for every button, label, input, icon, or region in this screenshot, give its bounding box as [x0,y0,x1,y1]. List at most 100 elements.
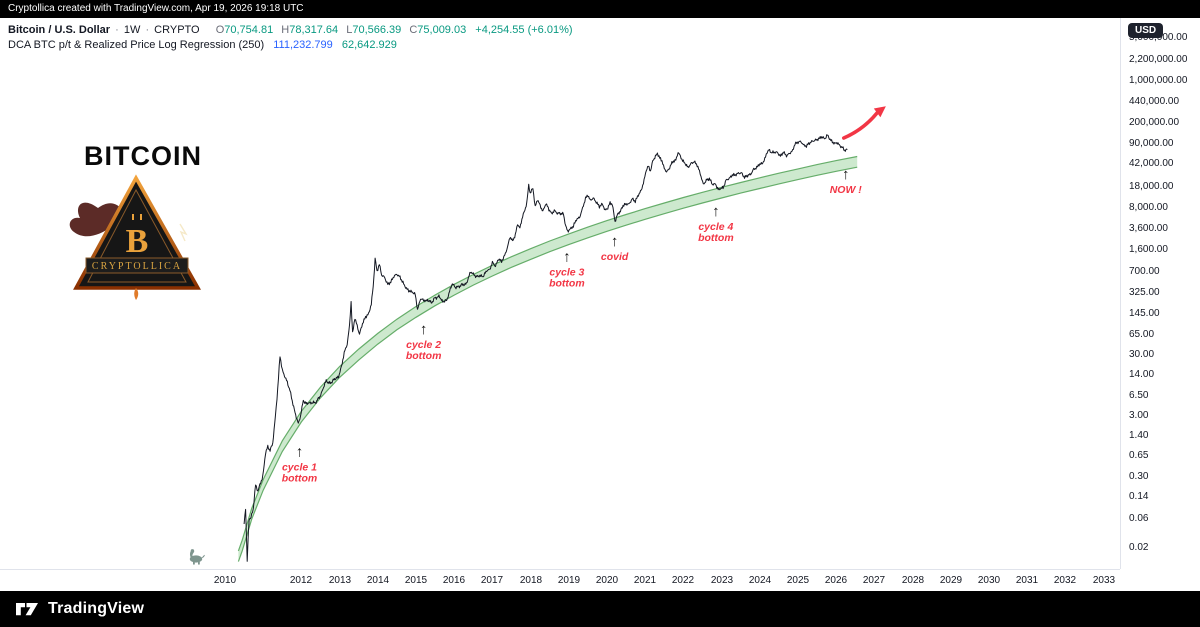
tradingview-wordmark[interactable]: TradingView [48,600,145,617]
ohlc-low-value: 70,566.39 [352,24,402,36]
regression-band[interactable] [237,155,858,562]
price-axis-label: 0.06 [1129,513,1149,524]
year-label: 2021 [633,575,657,586]
indicator-row: DCA BTC p/t & Realized Price Log Regress… [8,38,573,53]
ohlc-low-label: L [346,24,353,36]
time-axis[interactable]: 2010 2012 2013 2014 2015 2016 2017 2018 2019 2020… [0,569,1120,591]
separator-dot: · [115,24,119,36]
exchange: CRYPTO [154,24,200,36]
up-arrow-icon: ↑ [563,248,571,265]
chart-header: Bitcoin / U.S. Dollar · 1W · CRYPTO O70,… [8,23,573,53]
year-label: 2013 [328,575,352,586]
year-label: 2023 [710,575,734,586]
ohlc-open-label: O [215,24,225,36]
price-axis-label: 42,000.00 [1129,158,1174,169]
year-label: 2028 [901,575,925,586]
price-axis-label: 200,000.00 [1129,117,1180,128]
ohlc-high-value: 78,317.64 [289,24,339,36]
symbol-row: Bitcoin / U.S. Dollar · 1W · CRYPTO O70,… [8,23,573,38]
triangle-inner-line [87,188,187,283]
price-axis-label: 0.14 [1129,491,1149,502]
price-axis-label: 145.00 [1129,308,1160,319]
year-label: 2020 [595,575,619,586]
svg-text:NOW !: NOW ! [830,184,863,196]
dinosaur-sticker[interactable] [189,549,205,565]
svg-text:bottom: bottom [406,350,442,362]
price-axis-label: 65.00 [1129,329,1155,340]
price-axis[interactable]: 5,000,000.002,200,000.001,000,000.00440,… [1120,18,1200,569]
price-axis-label: 440,000.00 [1129,96,1180,107]
year-label: 2018 [519,575,543,586]
usd-currency-button[interactable]: USD [1128,23,1164,38]
year-label: 2030 [977,575,1001,586]
cryptollica-logo: B CRYPTOLLICA [69,174,201,300]
status-bar: Cryptollica created with TradingView.com… [0,0,1200,18]
price-axis-label: 1,000,000.00 [1129,75,1188,86]
svg-text:cycle 1: cycle 1 [282,461,317,473]
annotation-now[interactable]: ↑NOW ! [830,166,863,196]
svg-text:cycle 3: cycle 3 [549,266,584,278]
footer-bar: TradingView [0,591,1200,627]
logo-flame [134,288,139,300]
price-axis-label: 2,200,000.00 [1129,54,1188,65]
year-label: 2010 [213,575,237,586]
svg-text:cycle 2: cycle 2 [406,339,441,351]
timeframe[interactable]: 1W [123,24,141,36]
year-label: 2012 [289,575,313,586]
year-label: 2022 [671,575,695,586]
price-axis-label: 8,000.00 [1129,202,1168,213]
bitcoin-watermark: BITCOIN [84,141,202,171]
ohlc-close-value: 75,009.03 [417,24,467,36]
symbol-name[interactable]: Bitcoin / U.S. Dollar [8,24,111,36]
tradingview-logo-icon[interactable] [14,597,40,621]
separator-dot: · [145,24,150,36]
logo-bitcoin-letter: B [126,223,149,260]
price-axis-label: 14.00 [1129,369,1155,380]
year-label: 2026 [824,575,848,586]
year-label: 2019 [557,575,581,586]
year-label: 2015 [404,575,428,586]
indicator-value-blue: 111,232.799 [273,39,333,51]
logo-wordmark: CRYPTOLLICA [92,261,182,272]
up-arrow-icon: ↑ [420,321,428,338]
price-line[interactable] [243,134,848,562]
svg-text:bottom: bottom [282,472,318,484]
year-label: 2025 [786,575,810,586]
year-label: 2029 [939,575,963,586]
indicator-value-green: 62,642.929 [341,39,397,51]
up-arrow-icon: ↑ [611,233,619,250]
year-label: 2032 [1053,575,1077,586]
price-axis-label: 0.30 [1129,471,1149,482]
price-axis-label: 18,000.00 [1129,181,1174,192]
price-axis-label: 3,600.00 [1129,223,1168,234]
up-arrow-icon: ↑ [712,203,720,220]
ohlc-values: O70,754.81 H78,317.64 L70,566.39 C75,009… [211,24,470,36]
svg-text:bottom: bottom [549,277,585,289]
year-label: 2024 [748,575,772,586]
price-axis-label: 3.00 [1129,410,1149,421]
price-change: +4,254.55 (+6.01%) [475,24,573,36]
year-label: 2017 [480,575,504,586]
ohlc-open-value: 70,754.81 [224,24,274,36]
ohlc-close-label: C [409,24,418,36]
year-label: 2014 [366,575,390,586]
price-axis-label: 30.00 [1129,349,1155,360]
year-label: 2016 [442,575,466,586]
price-axis-label: 0.02 [1129,542,1149,553]
price-axis-label: 1,600.00 [1129,244,1168,255]
price-axis-label: 700.00 [1129,266,1160,277]
logo-lightning [179,223,188,242]
price-axis-label: 1.40 [1129,430,1149,441]
red-arrow[interactable] [842,106,886,140]
year-label: 2027 [862,575,886,586]
svg-text:covid: covid [601,251,629,263]
logo-banner [85,257,189,274]
indicator-name[interactable]: DCA BTC p/t & Realized Price Log Regress… [8,39,265,51]
status-bar-text: Cryptollica created with TradingView.com… [8,3,304,14]
annotation-covid[interactable]: ↑covid [601,233,629,263]
